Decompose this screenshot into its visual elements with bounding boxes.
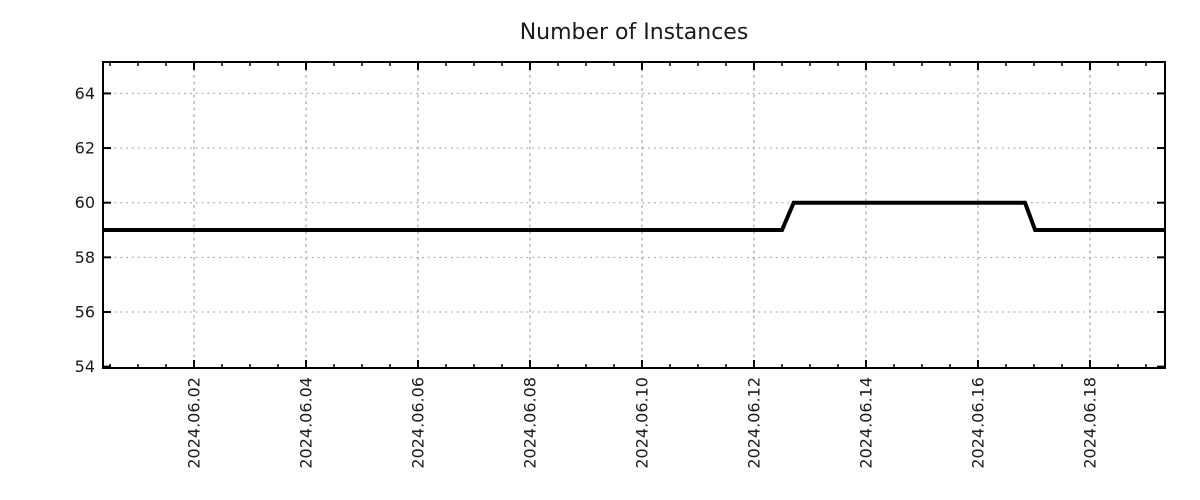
x-tick-label: 2024.06.06: [408, 377, 427, 469]
x-tick-label: 2024.06.16: [968, 377, 987, 469]
x-tick-label: 2024.06.12: [744, 377, 763, 469]
chart-title: Number of Instances: [520, 20, 749, 45]
y-tick-label: 60: [75, 193, 95, 212]
x-tick-label: 2024.06.10: [632, 377, 651, 469]
y-tick-label: 56: [75, 302, 95, 321]
axis-ticks: [103, 62, 1165, 368]
x-tick-label: 2024.06.04: [296, 377, 315, 469]
y-tick-label: 58: [75, 248, 95, 267]
grid-lines: [103, 62, 1165, 368]
x-tick-label: 2024.06.08: [520, 377, 539, 469]
y-tick-label: 62: [75, 139, 95, 158]
x-tick-label: 2024.06.14: [856, 377, 875, 469]
y-tick-label: 64: [75, 84, 95, 103]
y-tick-label: 54: [75, 357, 95, 376]
x-tick-label: 2024.06.18: [1080, 377, 1099, 469]
plot-border: [102, 61, 1166, 369]
y-axis-tick-labels: 54 56 58 60 62 64: [75, 84, 95, 376]
x-tick-label: 2024.06.02: [184, 377, 203, 469]
data-line: [103, 200, 1165, 232]
x-axis-tick-labels: 2024.06.02 2024.06.04 2024.06.06 2024.06.08…: [184, 377, 1099, 469]
